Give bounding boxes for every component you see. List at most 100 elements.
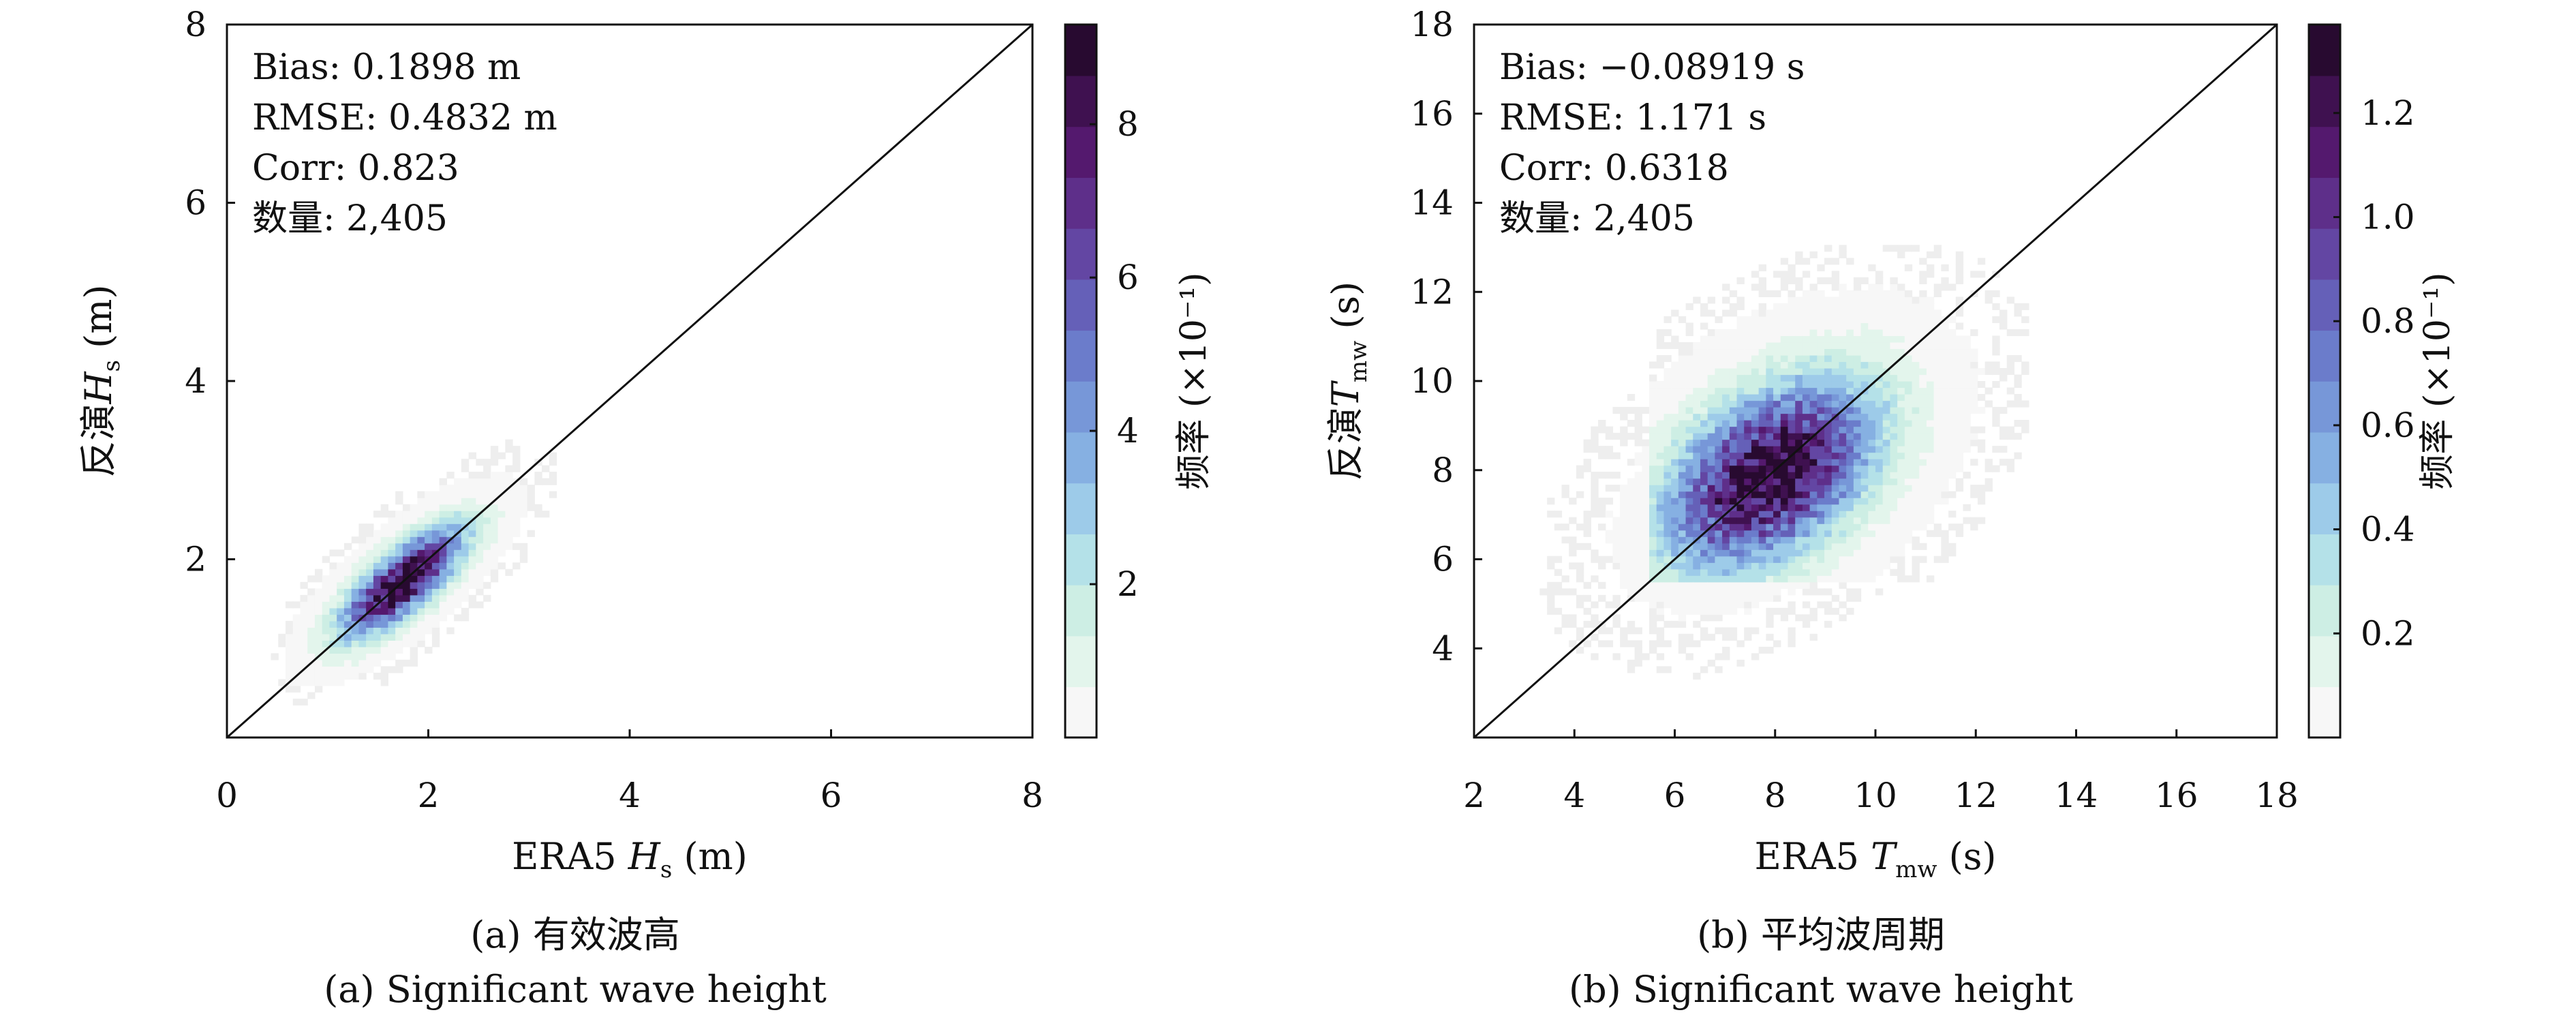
- heatmap-cell: [1897, 251, 1905, 258]
- heatmap-cell: [1780, 498, 1789, 505]
- heatmap-cell: [1620, 562, 1628, 570]
- heatmap-cell: [1882, 420, 1891, 427]
- heatmap-cell: [1977, 381, 1986, 389]
- heatmap-cell: [1904, 413, 1913, 421]
- heatmap-cell: [1795, 361, 1803, 369]
- heatmap-cell: [490, 446, 499, 453]
- heatmap-cell: [1933, 523, 1942, 531]
- heatmap-cell: [1788, 588, 1796, 596]
- heatmap-cell: [388, 568, 396, 576]
- heatmap-cell: [1948, 543, 1957, 550]
- heatmap-cell: [1678, 601, 1687, 609]
- heatmap-cell: [417, 581, 425, 589]
- heatmap-cell: [446, 491, 455, 498]
- heatmap-cell: [1970, 374, 1978, 382]
- heatmap-cell: [1715, 459, 1723, 466]
- heatmap-cell: [519, 549, 528, 557]
- heatmap-cell: [497, 472, 506, 479]
- heatmap-cell: [1809, 284, 1818, 291]
- heatmap-cell: [1897, 517, 1905, 524]
- heatmap-cell: [461, 517, 470, 524]
- heatmap-cell: [1817, 394, 1825, 401]
- heatmap-cell: [1839, 511, 1847, 518]
- heatmap-cell: [454, 491, 462, 498]
- heatmap-cell: [1656, 536, 1665, 544]
- heatmap-cell: [1685, 465, 1693, 472]
- heatmap-cell: [1846, 588, 1854, 596]
- heatmap-cell: [1671, 439, 1679, 446]
- heatmap-cell: [1941, 400, 1949, 408]
- heatmap-cell: [1671, 446, 1679, 453]
- heatmap-cell: [1955, 420, 1964, 427]
- heatmap-cell: [1627, 459, 1636, 466]
- heatmap-cell: [1656, 400, 1665, 408]
- heatmap-cell: [1715, 426, 1723, 434]
- heatmap-cell: [1678, 387, 1687, 395]
- caption-en: (a) Significant wave height: [324, 968, 827, 1011]
- heatmap-cell: [402, 659, 411, 667]
- x-axis-label-prefix: ERA5: [1755, 835, 1871, 878]
- heatmap-cell: [2021, 400, 2029, 408]
- heatmap-cell: [1773, 407, 1781, 414]
- heatmap-cell: [1882, 400, 1891, 408]
- heatmap-cell: [366, 575, 374, 583]
- heatmap-cell: [505, 439, 513, 446]
- heatmap-cell: [402, 562, 411, 570]
- heatmap-cell: [1912, 303, 1920, 310]
- heatmap-cell: [439, 607, 447, 615]
- heatmap-cell: [1722, 491, 1730, 498]
- heatmap-cell: [454, 594, 462, 602]
- heatmap-cell: [1955, 374, 1964, 382]
- heatmap-cell: [1824, 607, 1833, 615]
- heatmap-cell: [1773, 309, 1781, 317]
- heatmap-cell: [1809, 581, 1818, 589]
- heatmap-cell: [1678, 439, 1687, 446]
- heatmap-cell: [1795, 354, 1803, 363]
- heatmap-cell: [1773, 354, 1781, 363]
- heatmap-cell: [1795, 258, 1803, 265]
- heatmap-cell: [417, 607, 425, 615]
- heatmap-cell: [1693, 478, 1701, 485]
- heatmap-cell: [1897, 341, 1905, 350]
- heatmap-cell: [431, 523, 440, 531]
- heatmap-cell: [358, 562, 367, 570]
- heatmap-cell: [1919, 290, 1927, 297]
- heatmap-cell: [373, 588, 382, 596]
- heatmap-cell: [380, 646, 388, 654]
- heatmap-cell: [1598, 523, 1606, 531]
- y-axis-label-prefix: 反演: [1324, 407, 1367, 481]
- heatmap-cell: [380, 633, 388, 641]
- heatmap-cell: [1897, 413, 1905, 421]
- heatmap-cell: [1773, 562, 1781, 570]
- heatmap-cell: [1678, 361, 1687, 369]
- heatmap-cell: [1758, 348, 1766, 356]
- heatmap-cell: [1984, 367, 1993, 376]
- heatmap-cell: [1795, 491, 1803, 498]
- heatmap-cell: [1685, 633, 1693, 641]
- heatmap-cell: [1999, 446, 2008, 453]
- heatmap-cell: [1941, 374, 1949, 382]
- heatmap-cell: [1700, 361, 1708, 369]
- x-axis-label-var: T: [1871, 835, 1898, 878]
- heatmap-cell: [1933, 465, 1942, 472]
- x-tick-label: 2: [1463, 776, 1485, 815]
- heatmap-cell: [314, 601, 323, 609]
- heatmap-cell: [1583, 523, 1591, 531]
- heatmap-cell: [1831, 498, 1840, 505]
- heatmap-cell: [1539, 588, 1548, 596]
- heatmap-cell: [1707, 394, 1715, 401]
- heatmap-cell: [1999, 433, 2008, 440]
- heatmap-cell: [1729, 426, 1738, 434]
- heatmap-cell: [1627, 620, 1636, 628]
- heatmap-cell: [373, 530, 382, 537]
- colorbar-segment: [2309, 686, 2340, 738]
- heatmap-cell: [1627, 627, 1636, 635]
- colorbar-segment: [2309, 584, 2340, 637]
- heatmap-cell: [1634, 407, 1642, 414]
- heatmap-cell: [1649, 530, 1657, 537]
- heatmap-cell: [1744, 556, 1752, 563]
- heatmap-cell: [1941, 426, 1949, 434]
- heatmap-cell: [1751, 556, 1760, 563]
- heatmap-cell: [1839, 420, 1847, 427]
- heatmap-cell: [329, 659, 337, 667]
